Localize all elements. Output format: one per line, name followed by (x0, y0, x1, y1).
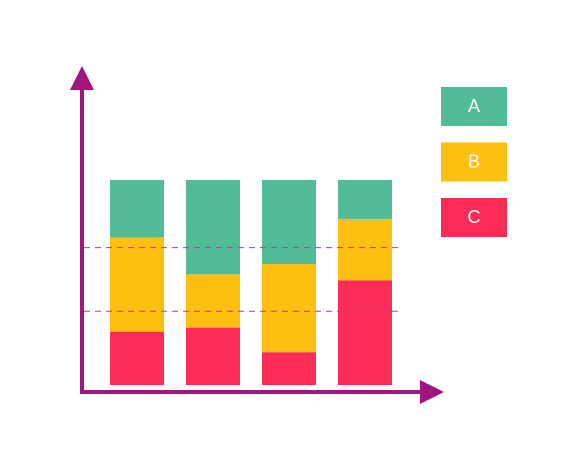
bar-segment (186, 180, 240, 275)
bar-segment (110, 180, 164, 238)
bar-segment (110, 331, 164, 385)
legend-label: B (468, 151, 480, 171)
legend-swatch (441, 142, 507, 182)
legend-swatch (441, 198, 507, 237)
bar-segment (186, 274, 240, 328)
bar-segment (338, 280, 392, 385)
bar-segment (110, 237, 164, 332)
bar-segment (262, 180, 316, 265)
bar-segment (338, 180, 392, 219)
bar-segment (338, 218, 392, 281)
bar-segment (262, 264, 316, 353)
legend-label: A (468, 96, 480, 116)
legend-label: C (468, 207, 481, 227)
bar-segment (262, 352, 316, 385)
bar-segment (186, 327, 240, 385)
legend-swatch (441, 87, 507, 126)
